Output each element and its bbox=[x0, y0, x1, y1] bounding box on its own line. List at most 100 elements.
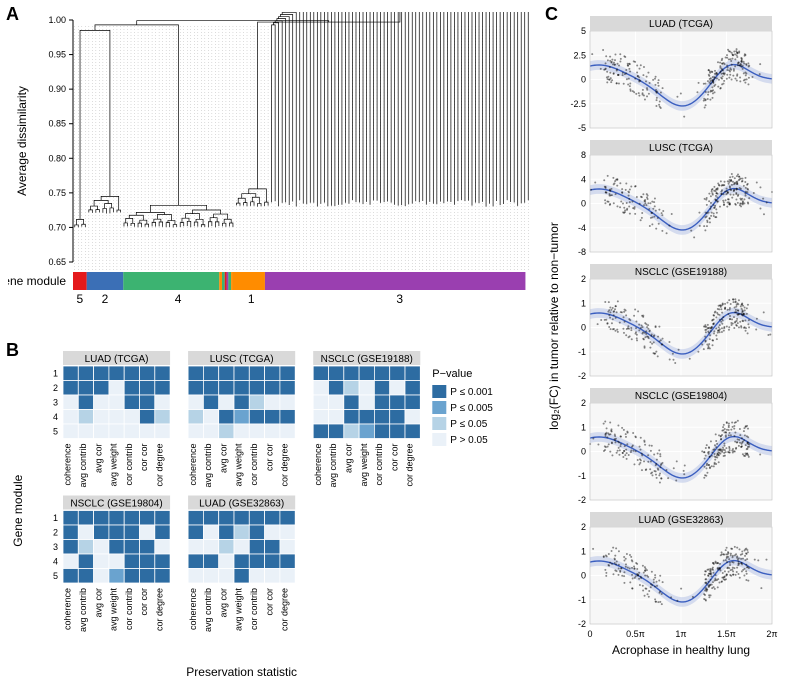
panel-a-dendrogram: Average dissimilarity0.650.700.750.800.8… bbox=[8, 12, 538, 342]
svg-text:coherence: coherence bbox=[188, 588, 198, 630]
svg-text:NSCLC (GSE19804): NSCLC (GSE19804) bbox=[70, 499, 162, 510]
svg-text:0: 0 bbox=[581, 75, 586, 85]
svg-text:log₂(FC) in tumor relative to: log₂(FC) in tumor relative to non−tumor bbox=[548, 222, 561, 430]
svg-text:2.5: 2.5 bbox=[573, 50, 586, 60]
svg-text:cor cor: cor cor bbox=[139, 588, 149, 616]
svg-text:Acrophase in healthy lung: Acrophase in healthy lung bbox=[612, 643, 750, 657]
svg-text:avg cor: avg cor bbox=[218, 443, 228, 473]
svg-text:0.75: 0.75 bbox=[48, 188, 66, 198]
svg-text:2π: 2π bbox=[766, 629, 777, 639]
svg-text:cor cor: cor cor bbox=[264, 444, 274, 472]
svg-text:1.5π: 1.5π bbox=[717, 629, 736, 639]
svg-text:LUAD (GSE32863): LUAD (GSE32863) bbox=[638, 515, 723, 526]
svg-text:cor cor: cor cor bbox=[139, 444, 149, 472]
panel-c-scatter: log₂(FC) in tumor relative to non−tumor L… bbox=[548, 6, 780, 686]
svg-text:avg weight: avg weight bbox=[234, 443, 244, 487]
svg-text:P > 0.05: P > 0.05 bbox=[450, 435, 488, 446]
svg-text:0.90: 0.90 bbox=[48, 84, 66, 94]
svg-text:4: 4 bbox=[175, 292, 182, 306]
svg-text:P−value: P−value bbox=[432, 368, 472, 380]
svg-text:5: 5 bbox=[53, 426, 58, 436]
svg-text:3: 3 bbox=[53, 542, 58, 552]
svg-text:cor contrib: cor contrib bbox=[249, 588, 259, 630]
svg-text:0: 0 bbox=[581, 199, 586, 209]
svg-text:5: 5 bbox=[53, 571, 58, 581]
svg-text:2: 2 bbox=[53, 527, 58, 537]
svg-text:cor cor: cor cor bbox=[389, 444, 399, 472]
svg-text:cor contrib: cor contrib bbox=[249, 444, 259, 486]
svg-text:-2.5: -2.5 bbox=[570, 99, 586, 109]
panel-b-heatmaps: Gene module Preservation statistic LUAD (T… bbox=[8, 348, 538, 688]
svg-text:P ≤ 0.05: P ≤ 0.05 bbox=[450, 419, 487, 430]
svg-text:4: 4 bbox=[53, 412, 58, 422]
svg-text:2: 2 bbox=[581, 398, 586, 408]
svg-text:0: 0 bbox=[581, 447, 586, 457]
svg-text:-2: -2 bbox=[578, 371, 586, 381]
svg-text:LUSC (TCGA): LUSC (TCGA) bbox=[210, 354, 274, 365]
svg-text:coherence: coherence bbox=[313, 444, 323, 486]
svg-text:avg weight: avg weight bbox=[109, 588, 119, 632]
svg-text:avg contrib: avg contrib bbox=[328, 444, 338, 488]
svg-text:2: 2 bbox=[581, 274, 586, 284]
svg-text:3: 3 bbox=[53, 397, 58, 407]
svg-text:NSCLC (GSE19188): NSCLC (GSE19188) bbox=[321, 354, 413, 365]
svg-text:avg contrib: avg contrib bbox=[203, 588, 213, 632]
svg-text:1: 1 bbox=[581, 546, 586, 556]
svg-text:LUAD (GSE32863): LUAD (GSE32863) bbox=[199, 499, 284, 510]
svg-text:8: 8 bbox=[581, 150, 586, 160]
svg-text:2: 2 bbox=[53, 383, 58, 393]
svg-text:1: 1 bbox=[581, 298, 586, 308]
svg-text:avg weight: avg weight bbox=[234, 588, 244, 632]
svg-text:coherence: coherence bbox=[63, 588, 73, 630]
svg-text:3: 3 bbox=[396, 292, 403, 306]
svg-text:cor contrib: cor contrib bbox=[374, 444, 384, 486]
svg-text:-1: -1 bbox=[578, 595, 586, 605]
svg-text:cor degree: cor degree bbox=[280, 588, 290, 631]
svg-text:1: 1 bbox=[581, 422, 586, 432]
svg-text:-1: -1 bbox=[578, 471, 586, 481]
svg-text:cor degree: cor degree bbox=[280, 444, 290, 487]
svg-text:avg cor: avg cor bbox=[93, 588, 103, 618]
svg-text:1.00: 1.00 bbox=[48, 15, 66, 25]
svg-text:Average dissimilarity: Average dissimilarity bbox=[15, 86, 29, 196]
svg-text:-1: -1 bbox=[578, 347, 586, 357]
svg-text:1: 1 bbox=[53, 368, 58, 378]
svg-text:-2: -2 bbox=[578, 619, 586, 629]
svg-text:cor contrib: cor contrib bbox=[124, 444, 134, 486]
svg-text:0.5π: 0.5π bbox=[626, 629, 645, 639]
svg-text:0: 0 bbox=[581, 323, 586, 333]
svg-text:0: 0 bbox=[581, 571, 586, 581]
svg-text:P ≤ 0.005: P ≤ 0.005 bbox=[450, 403, 493, 414]
svg-text:Preservation statistic: Preservation statistic bbox=[186, 665, 297, 679]
svg-text:cor contrib: cor contrib bbox=[124, 588, 134, 630]
svg-text:cor degree: cor degree bbox=[405, 444, 415, 487]
svg-text:Gene module: Gene module bbox=[11, 474, 25, 546]
svg-text:5: 5 bbox=[581, 26, 586, 36]
svg-text:1π: 1π bbox=[675, 629, 686, 639]
svg-text:LUSC (TCGA): LUSC (TCGA) bbox=[649, 143, 713, 154]
svg-text:coherence: coherence bbox=[188, 444, 198, 486]
svg-text:cor cor: cor cor bbox=[264, 588, 274, 616]
svg-text:2: 2 bbox=[581, 522, 586, 532]
svg-text:0.65: 0.65 bbox=[48, 257, 66, 267]
svg-text:cor degree: cor degree bbox=[154, 588, 164, 631]
svg-text:5: 5 bbox=[77, 292, 84, 306]
svg-text:coherence: coherence bbox=[63, 444, 73, 486]
svg-text:avg cor: avg cor bbox=[93, 443, 103, 473]
svg-text:avg contrib: avg contrib bbox=[203, 444, 213, 488]
svg-text:avg cor: avg cor bbox=[343, 443, 353, 473]
svg-text:2: 2 bbox=[102, 292, 109, 306]
svg-text:0.80: 0.80 bbox=[48, 153, 66, 163]
svg-text:-8: -8 bbox=[578, 247, 586, 257]
svg-text:NSCLC (GSE19188): NSCLC (GSE19188) bbox=[635, 267, 727, 278]
svg-text:avg weight: avg weight bbox=[109, 443, 119, 487]
svg-text:-2: -2 bbox=[578, 495, 586, 505]
svg-text:LUAD (TCGA): LUAD (TCGA) bbox=[85, 354, 149, 365]
svg-text:avg cor: avg cor bbox=[218, 588, 228, 618]
svg-text:0: 0 bbox=[587, 629, 592, 639]
svg-text:0.95: 0.95 bbox=[48, 50, 66, 60]
svg-text:1: 1 bbox=[248, 292, 255, 306]
svg-text:1: 1 bbox=[53, 513, 58, 523]
svg-text:avg weight: avg weight bbox=[359, 443, 369, 487]
svg-text:0.85: 0.85 bbox=[48, 119, 66, 129]
